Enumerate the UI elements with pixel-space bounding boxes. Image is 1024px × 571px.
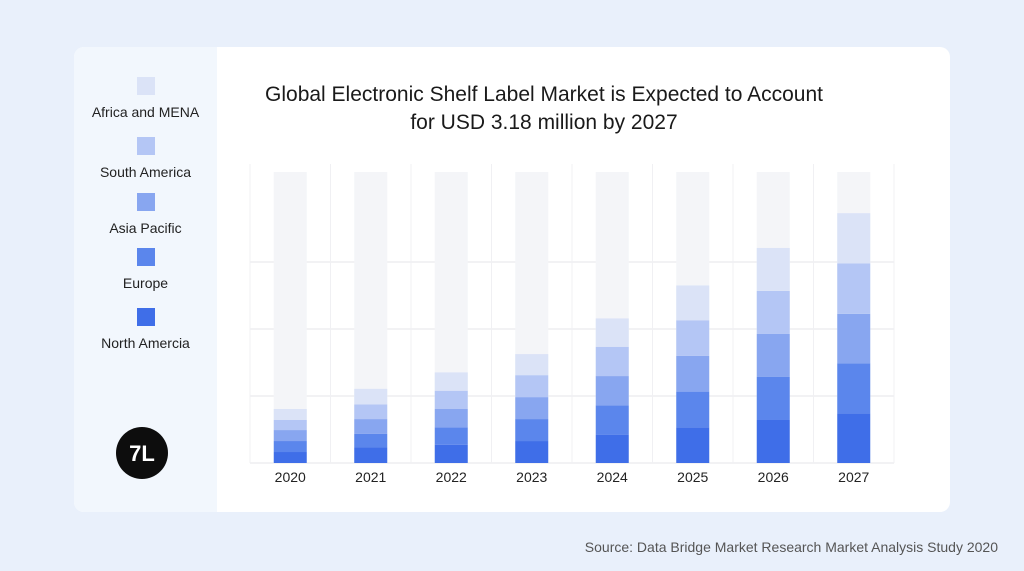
x-tick-label: 2022 — [436, 469, 467, 485]
bar-segment — [756, 333, 790, 377]
bar-segment — [676, 391, 710, 428]
bar-segment — [273, 441, 307, 453]
legend-item-europe: Europe — [74, 248, 217, 291]
legend-swatch-africa-mena — [136, 77, 155, 95]
bar-segment — [434, 409, 468, 428]
legend-item-north-america: North Amercia — [74, 308, 217, 351]
bar-segment — [434, 372, 468, 391]
legend-item-africa-mena: Africa and MENA — [74, 77, 217, 120]
brand-logo: 7L — [116, 427, 168, 479]
bar-segment — [515, 441, 549, 463]
source-note: Source: Data Bridge Market Research Mark… — [584, 539, 998, 555]
bar-segment — [595, 376, 629, 406]
legend-label-north-america: North Amercia — [101, 335, 190, 351]
bar-segment — [354, 388, 388, 405]
bar-segment — [837, 313, 871, 364]
bar-segment — [837, 263, 871, 314]
bar-segment — [756, 247, 790, 291]
x-tick-label: 2021 — [355, 469, 386, 485]
legend-swatch-north-america — [136, 308, 155, 326]
bar-segment — [837, 413, 871, 463]
bar-segment — [354, 433, 388, 448]
bar-segment — [354, 447, 388, 463]
chart-plot: 2020 2021 2022 2023 2024 2025 2026 2027 — [249, 164, 895, 485]
bar-segment — [515, 397, 549, 420]
bar-segment — [354, 404, 388, 420]
legend-label-south-america: South America — [99, 164, 192, 180]
bar-segment — [354, 419, 388, 434]
bar-segment — [273, 430, 307, 442]
legend-item-south-america: South America — [74, 137, 217, 180]
legend-swatch-south-america — [136, 137, 155, 155]
bar-segment — [515, 375, 549, 398]
bar-segment — [595, 405, 629, 435]
legend-label-asia-pacific: Asia Pacific — [109, 220, 182, 236]
bar-segment — [676, 285, 710, 321]
logo-text: 7L — [129, 441, 155, 466]
bar-segment — [756, 376, 790, 420]
bar-segment — [837, 363, 871, 414]
bar-segment — [595, 318, 629, 347]
x-tick-label: 2020 — [275, 469, 306, 485]
legend-item-asia-pacific: Asia Pacific — [74, 193, 217, 236]
x-tick-label: 2026 — [758, 469, 789, 485]
bar-segment — [676, 427, 710, 463]
bar-segment — [434, 390, 468, 410]
legend-panel: Africa and MENA South America Asia Pacif… — [74, 47, 217, 512]
x-tick-label: 2025 — [677, 469, 708, 485]
bar-segment — [273, 409, 307, 420]
bar-segment — [676, 355, 710, 392]
x-tick-label: 2027 — [838, 469, 869, 485]
bar-segment — [837, 213, 871, 264]
legend-swatch-europe — [136, 248, 155, 266]
bar-segment — [676, 320, 710, 356]
x-tick-label: 2023 — [516, 469, 547, 485]
bar-segment — [756, 290, 790, 334]
bar-segment — [434, 444, 468, 463]
bar-segment — [273, 419, 307, 431]
legend-swatch-asia-pacific — [136, 193, 155, 211]
bar-segment — [273, 452, 307, 463]
chart-card: Africa and MENA South America Asia Pacif… — [74, 47, 950, 512]
bar-segment — [434, 427, 468, 445]
bar-segment — [595, 434, 629, 463]
bar-segment — [515, 354, 549, 376]
chart-title: Global Electronic Shelf Label Market is … — [265, 83, 823, 134]
x-tick-label: 2024 — [597, 469, 628, 485]
bar-segment — [515, 419, 549, 442]
legend-label-europe: Europe — [122, 275, 169, 291]
legend-label-africa-mena: Africa and MENA — [91, 104, 200, 120]
bar-segment — [595, 346, 629, 377]
logo-circle — [116, 427, 168, 479]
bar-segment — [756, 419, 790, 463]
